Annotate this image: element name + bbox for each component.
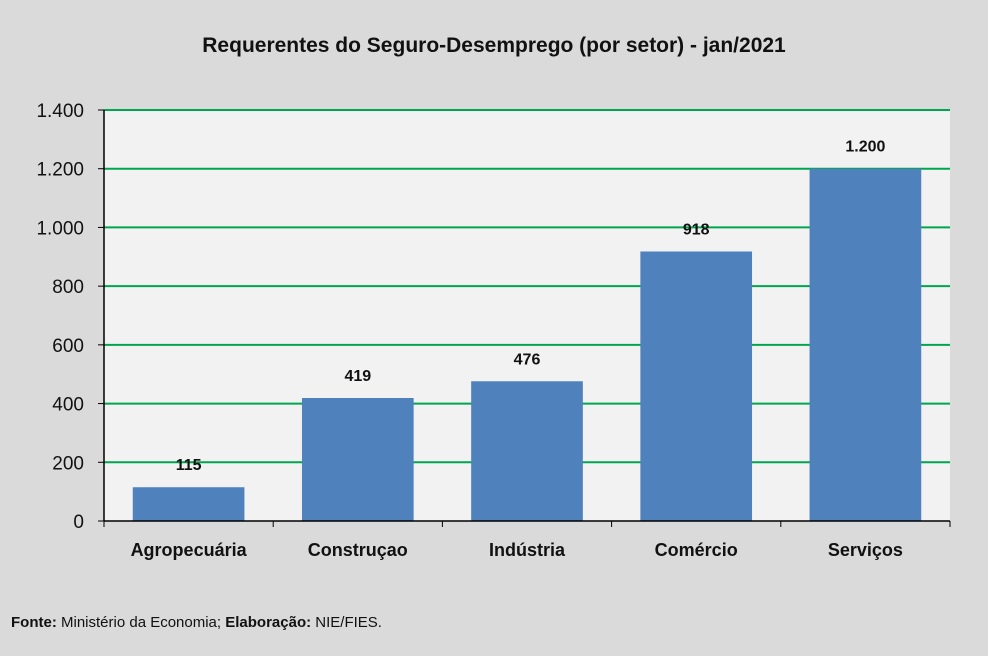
y-axis-ticks: 0 200 400 600 800 1.000 1.200 1.400 [36,101,104,533]
bar [809,168,922,521]
y-tick-label: 1.000 [36,218,84,239]
value-labels: 115 419 476 918 1.200 [176,139,886,475]
bars [132,168,922,521]
bar [640,251,753,521]
chart-title: Requerentes do Seguro-Desemprego (por se… [202,34,786,57]
data-label: 476 [514,351,541,368]
x-tick-label: Construçao [308,540,408,560]
y-tick-label: 400 [52,395,84,416]
source-note: Fonte: Ministério da Economia; Elaboraçã… [11,614,382,631]
data-label: 419 [344,368,371,385]
x-tick-label: Agropecuária [131,540,248,560]
x-axis-labels: Agropecuária Construçao Indústria Comércio S… [103,521,951,560]
x-tick-label: Comércio [655,540,738,560]
bar [301,397,414,521]
y-tick-label: 800 [52,277,84,298]
source-label: Fonte: [11,614,57,631]
y-tick-label: 1.200 [36,160,84,181]
source-text: Ministério da Economia; [56,614,226,631]
bar [471,381,583,521]
y-tick-label: 200 [52,453,84,474]
bar [132,487,245,521]
data-label: 115 [176,457,202,474]
y-tick-label: 1.400 [36,101,84,122]
elaboration-text: NIE/FIES. [311,614,382,631]
data-label: 1.200 [845,139,885,156]
x-tick-label: Indústria [489,540,566,560]
y-tick-label: 0 [73,512,84,533]
x-tick-label: Serviços [828,540,903,560]
elaboration-label: Elaboração: [225,614,312,631]
data-label: 918 [683,222,710,239]
y-tick-label: 600 [52,336,84,357]
